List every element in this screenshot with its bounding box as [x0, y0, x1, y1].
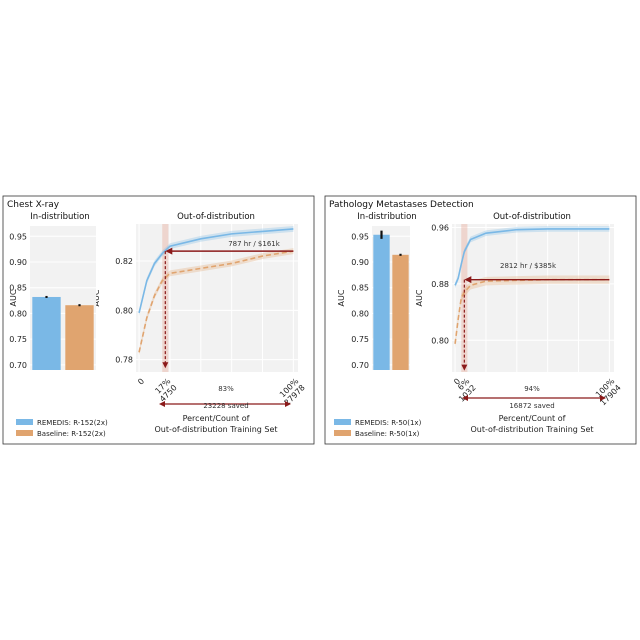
- arrow-head: [464, 276, 472, 284]
- y-tick-label: 0.95: [9, 232, 27, 241]
- y-tick-label: 0.70: [9, 361, 27, 370]
- y-tick-label: 0.90: [9, 258, 27, 267]
- annot-percent-saved: 94%: [524, 385, 540, 393]
- series-line: [138, 250, 294, 353]
- y-tick-label: 0.75: [9, 335, 27, 344]
- series-line: [454, 228, 610, 286]
- bar: [32, 296, 61, 370]
- series-line: [138, 228, 294, 313]
- bar-ylabel: AUC: [337, 289, 346, 306]
- panel-title: Pathology Metastases Detection: [329, 200, 474, 210]
- y-tick-label: 0.80: [351, 309, 369, 318]
- y-tick-label: 0.75: [351, 335, 369, 344]
- legend-label-remedis: REMEDIS: R-50(1x): [355, 419, 422, 427]
- panel-pathology: Pathology Metastases Detection In-distri…: [324, 195, 637, 445]
- line-ylabel: AUC: [415, 289, 424, 306]
- bar-ylabel: AUC: [9, 289, 18, 306]
- line-ylabel: AUC: [92, 289, 101, 306]
- legend-swatch-remedis: [16, 419, 33, 425]
- legend-swatch-baseline: [16, 430, 33, 436]
- x-tick-label: 100%27978: [278, 376, 307, 407]
- x-tick-label: 0: [136, 377, 146, 387]
- bar-subplot: 0.70 0.75 0.80 0.85 0.90 0.95: [351, 226, 410, 370]
- y-tick-label: 0.80: [431, 336, 449, 345]
- in-dist-title: In-distribution: [357, 212, 416, 222]
- y-tick-label: 0.70: [351, 361, 369, 370]
- bar: [373, 234, 390, 370]
- legend: REMEDIS: R-152(2x) Baseline: R-152(2x): [16, 419, 108, 438]
- line-subplot: 0.78 0.80 0.82 0 17%4750 100%27978: [115, 224, 307, 407]
- legend-label-baseline: Baseline: R-50(1x): [355, 430, 420, 438]
- x-tick-percent: 0: [452, 377, 462, 387]
- confidence-band: [139, 248, 294, 356]
- bar-subplot: 0.70 0.75 0.80 0.85 0.90 0.95: [9, 226, 96, 370]
- x-tick-label: 100%17904: [594, 376, 623, 407]
- annot-percent-saved: 83%: [218, 385, 234, 393]
- annot-cost: 787 hr / $161k: [228, 240, 281, 248]
- arrow-head: [285, 401, 291, 407]
- y-tick-label: 0.80: [115, 306, 133, 315]
- x-tick-label: 0: [452, 377, 462, 387]
- highlight-span: [461, 224, 468, 372]
- plot-background: [136, 224, 298, 372]
- panel-frame: [324, 195, 637, 445]
- arrow-head: [162, 362, 169, 369]
- arrow-head: [461, 364, 468, 371]
- xlabel-line1: Percent/Count of: [499, 414, 566, 423]
- y-tick-label: 0.85: [351, 284, 369, 293]
- y-tick-label: 0.82: [115, 257, 133, 266]
- arrow-head: [600, 395, 606, 401]
- y-tick-label: 0.85: [9, 284, 27, 293]
- y-tick-label: 0.78: [115, 356, 133, 365]
- x-tick-percent: 0: [136, 377, 146, 387]
- legend: REMEDIS: R-50(1x) Baseline: R-50(1x): [334, 419, 422, 438]
- xlabel-line2: Out-of-distribution Training Set: [154, 425, 277, 434]
- plot-background: [452, 224, 614, 372]
- y-tick-label: 0.95: [351, 232, 369, 241]
- arrow-head: [462, 395, 468, 401]
- y-tick-label: 0.96: [431, 224, 449, 233]
- panel-title: Chest X-ray: [7, 200, 60, 210]
- legend-label-remedis: REMEDIS: R-152(2x): [37, 419, 108, 427]
- panel-frame: [2, 195, 315, 445]
- out-dist-title: Out-of-distribution: [177, 212, 255, 222]
- legend-swatch-remedis: [334, 419, 351, 425]
- in-dist-title: In-distribution: [30, 212, 89, 222]
- xlabel-line2: Out-of-distribution Training Set: [470, 425, 593, 434]
- annot-cost: 2812 hr / $385k: [500, 262, 557, 270]
- y-tick-label: 0.80: [9, 309, 27, 318]
- annot-count-saved: 23228 saved: [203, 402, 248, 410]
- arrow-head: [159, 401, 165, 407]
- legend-label-baseline: Baseline: R-152(2x): [37, 430, 106, 438]
- bar: [392, 254, 409, 370]
- y-tick-label: 0.88: [431, 280, 449, 289]
- panel-chest-xray: Chest X-ray In-distribution Out-of-distr…: [2, 195, 315, 445]
- annot-count-saved: 16872 saved: [509, 402, 554, 410]
- out-dist-title: Out-of-distribution: [493, 212, 571, 222]
- x-tick-label: 17%4750: [153, 376, 178, 403]
- y-tick-label: 0.90: [351, 258, 369, 267]
- bar: [65, 305, 94, 370]
- legend-swatch-baseline: [334, 430, 351, 436]
- xlabel-line1: Percent/Count of: [183, 414, 250, 423]
- arrow-head: [165, 247, 173, 255]
